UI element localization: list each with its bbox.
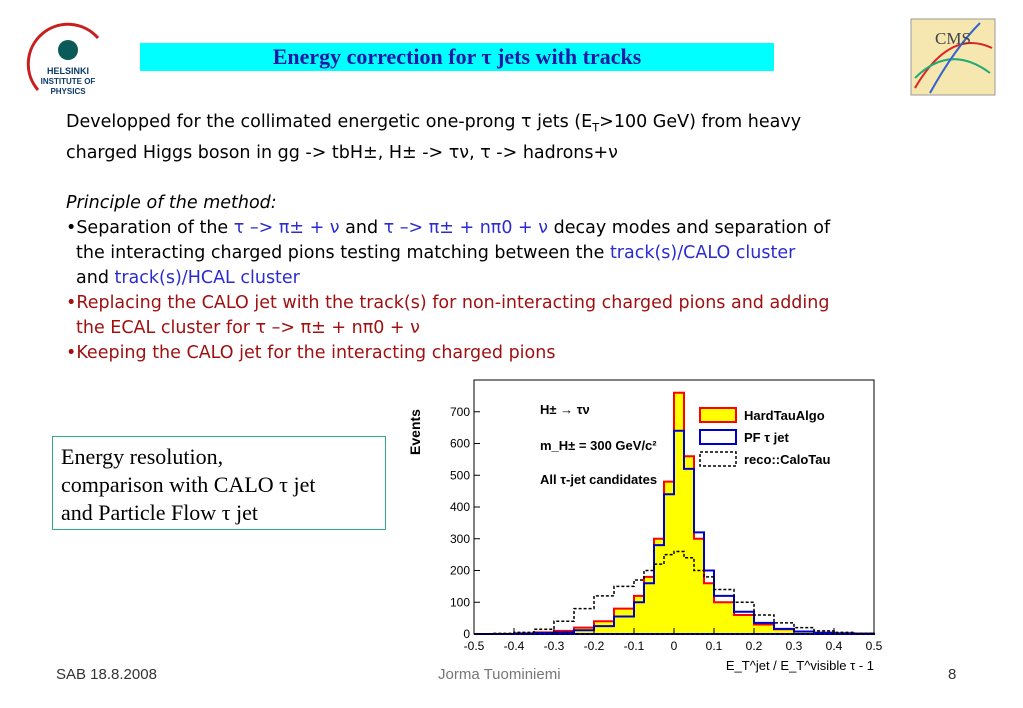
- slide-number: 8: [948, 666, 957, 683]
- legend-swatch: [699, 451, 737, 467]
- y-tick-label: 600: [450, 437, 470, 451]
- x-tick-label: -0.4: [504, 639, 525, 653]
- callout-line: comparison with CALO τ jet: [61, 472, 316, 497]
- x-tick-label: 0.3: [786, 639, 803, 653]
- legend-swatch: [699, 407, 737, 423]
- svg-text:PHYSICS: PHYSICS: [50, 87, 86, 96]
- x-tick-label: -0.5: [464, 639, 485, 653]
- helsinki-institute-logo: HELSINKI INSTITUTE OF PHYSICS: [26, 22, 100, 96]
- x-tick-label: 0.2: [746, 639, 763, 653]
- slide-title: Energy correction for τ jets with tracks: [140, 43, 774, 71]
- y-tick-label: 700: [450, 405, 470, 419]
- y-tick-label: 0: [463, 627, 470, 641]
- y-tick-label: 400: [450, 500, 470, 514]
- legend-swatch: [699, 429, 737, 445]
- x-tick-label: 0.1: [706, 639, 723, 653]
- chart-annotation: All τ-jet candidates: [540, 472, 657, 487]
- bullet-2: •Replacing the CALO jet with the track(s…: [66, 292, 830, 313]
- x-axis-label: E_T^jet / E_T^visible τ - 1: [726, 658, 874, 673]
- x-tick-label: -0.3: [544, 639, 565, 653]
- body-text: Developped for the collimated energetic …: [66, 110, 986, 366]
- bullet-1: •Separation of the τ –> π± + ν and τ –> …: [66, 217, 831, 238]
- legend-label: HardTauAlgo: [744, 408, 825, 423]
- x-tick-label: 0.5: [866, 639, 883, 653]
- y-axis-label: Events: [407, 409, 423, 455]
- bullet-1-line-3: and track(s)/HCAL cluster: [76, 267, 300, 288]
- energy-resolution-chart: -0.5 -0.4 -0.3 -0.2 -0.1 0 0.1 0.2 0.3 0.4 0.5 0 100…: [407, 379, 883, 673]
- cms-logo: CMS: [910, 18, 996, 96]
- svg-text:HELSINKI: HELSINKI: [47, 66, 89, 76]
- x-tick-label: 0.4: [826, 639, 843, 653]
- chart-annotation: H± → τν: [540, 402, 590, 417]
- x-tick-label: -0.2: [584, 639, 605, 653]
- intro-line-1: Developped for the collimated energetic …: [66, 112, 802, 135]
- footer-author: Jorma Tuominiemi: [438, 666, 561, 683]
- y-tick-label: 300: [450, 532, 470, 546]
- callout-box: Energy resolution, comparison with CALO …: [52, 436, 386, 530]
- x-tick-label: -0.1: [624, 639, 645, 653]
- bullet-3: •Keeping the CALO jet for the interactin…: [66, 342, 556, 363]
- bullet-2-line-2: the ECAL cluster for τ –> π± + nπ0 + ν: [76, 317, 420, 338]
- y-tick-label: 100: [450, 595, 470, 609]
- footer-date: SAB 18.8.2008: [56, 666, 157, 683]
- bullet-1-line-2: the interacting charged pions testing ma…: [76, 242, 796, 263]
- svg-text:INSTITUTE OF: INSTITUTE OF: [41, 77, 96, 86]
- y-tick-label: 200: [450, 564, 470, 578]
- callout-line: and Particle Flow τ jet: [61, 500, 259, 525]
- svg-text:CMS: CMS: [935, 29, 971, 48]
- legend-label: PF τ jet: [744, 430, 789, 445]
- x-tick-label: 0: [671, 639, 678, 653]
- chart-annotation: m_H± = 300 GeV/c²: [540, 438, 657, 453]
- legend-label: reco::CaloTau: [744, 452, 830, 467]
- callout-line: Energy resolution,: [61, 444, 224, 469]
- y-tick-label: 500: [450, 468, 470, 482]
- series-2: [474, 550, 875, 635]
- intro-line-2: charged Higgs boson in gg -> tbH±, H± ->…: [66, 142, 618, 163]
- principle-heading: Principle of the method:: [66, 192, 277, 213]
